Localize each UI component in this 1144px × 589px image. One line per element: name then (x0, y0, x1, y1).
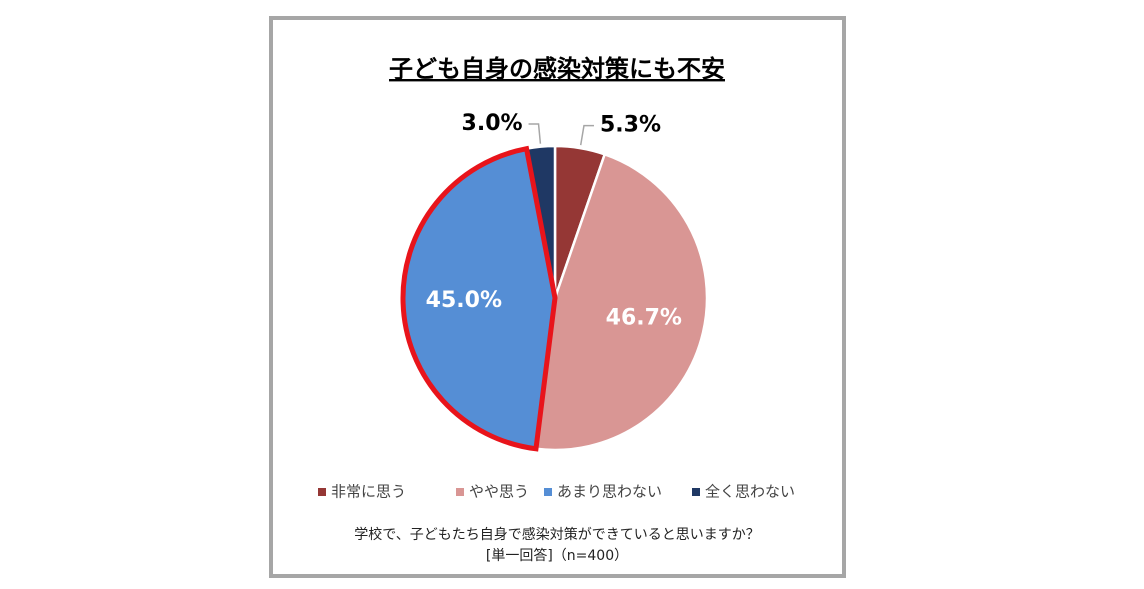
chart-title: 子ども自身の感染対策にも不安 (389, 55, 725, 83)
leader-line (528, 123, 542, 144)
legend-swatch (456, 488, 464, 496)
data-label: 5.3% (600, 113, 661, 138)
note: [単一回答]（n=400） (486, 547, 628, 564)
legend-swatch (692, 488, 700, 496)
legend-label: 非常に思う (331, 483, 406, 501)
data-label: 46.7% (606, 306, 682, 331)
legend-label: やや思う (469, 483, 529, 501)
data-label: 45.0% (426, 288, 502, 313)
note: 学校で、子どもたち自身で感染対策ができていると思いますか？ (354, 526, 759, 543)
legend-label: あまり思わない (557, 483, 662, 501)
legend-swatch (544, 488, 552, 496)
legend-label: 全く思わない (705, 483, 795, 501)
highlight-outline (400, 145, 558, 452)
legend-swatch (318, 488, 326, 496)
leader-line (579, 124, 594, 146)
pie-slice (534, 152, 709, 452)
data-label: 3.0% (462, 111, 523, 136)
